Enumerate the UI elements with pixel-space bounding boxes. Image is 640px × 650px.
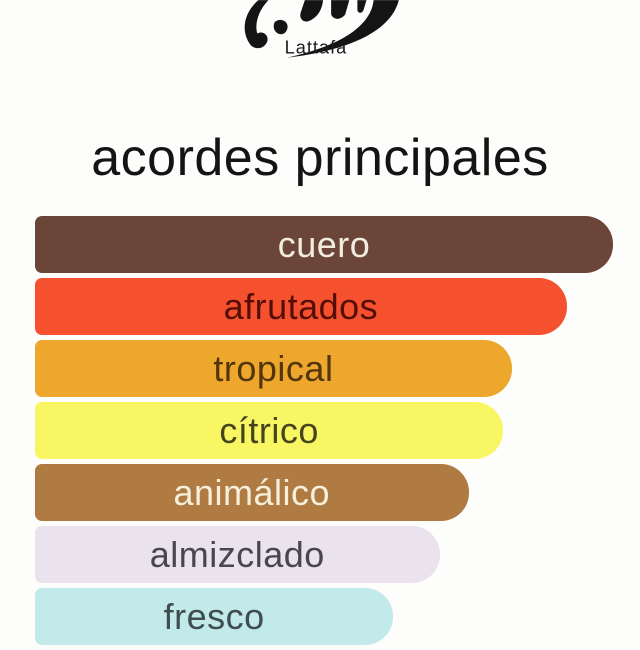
lattafa-wordmark: Lattafa: [285, 38, 348, 58]
lattafa-logo: Lattafa: [224, 0, 416, 66]
accord-label: cuero: [277, 223, 371, 265]
accord-bar-fresco: fresco: [35, 588, 394, 645]
accord-bar-tropical: tropical: [35, 340, 512, 397]
accord-bar-almizclado: almizclado: [35, 526, 440, 583]
accord-label: fresco: [163, 595, 265, 637]
accord-label: almizclado: [149, 533, 325, 575]
accord-bar-cuero: cuero: [35, 216, 613, 273]
accord-bar-cítrico: cítrico: [35, 402, 504, 459]
accord-bar-afrutados: afrutados: [35, 278, 567, 335]
accord-bar-animálico: animálico: [35, 464, 469, 521]
accord-label: cítrico: [219, 409, 319, 451]
page-title: acordes principales: [91, 129, 549, 187]
accord-label: animálico: [173, 471, 331, 513]
accord-label: afrutados: [223, 285, 379, 327]
accords-chart: cuero afrutados tropical cítrico animálico al…: [35, 216, 613, 650]
accord-label: tropical: [213, 347, 334, 389]
arabic-calligraphy-icon: [244, 0, 399, 58]
